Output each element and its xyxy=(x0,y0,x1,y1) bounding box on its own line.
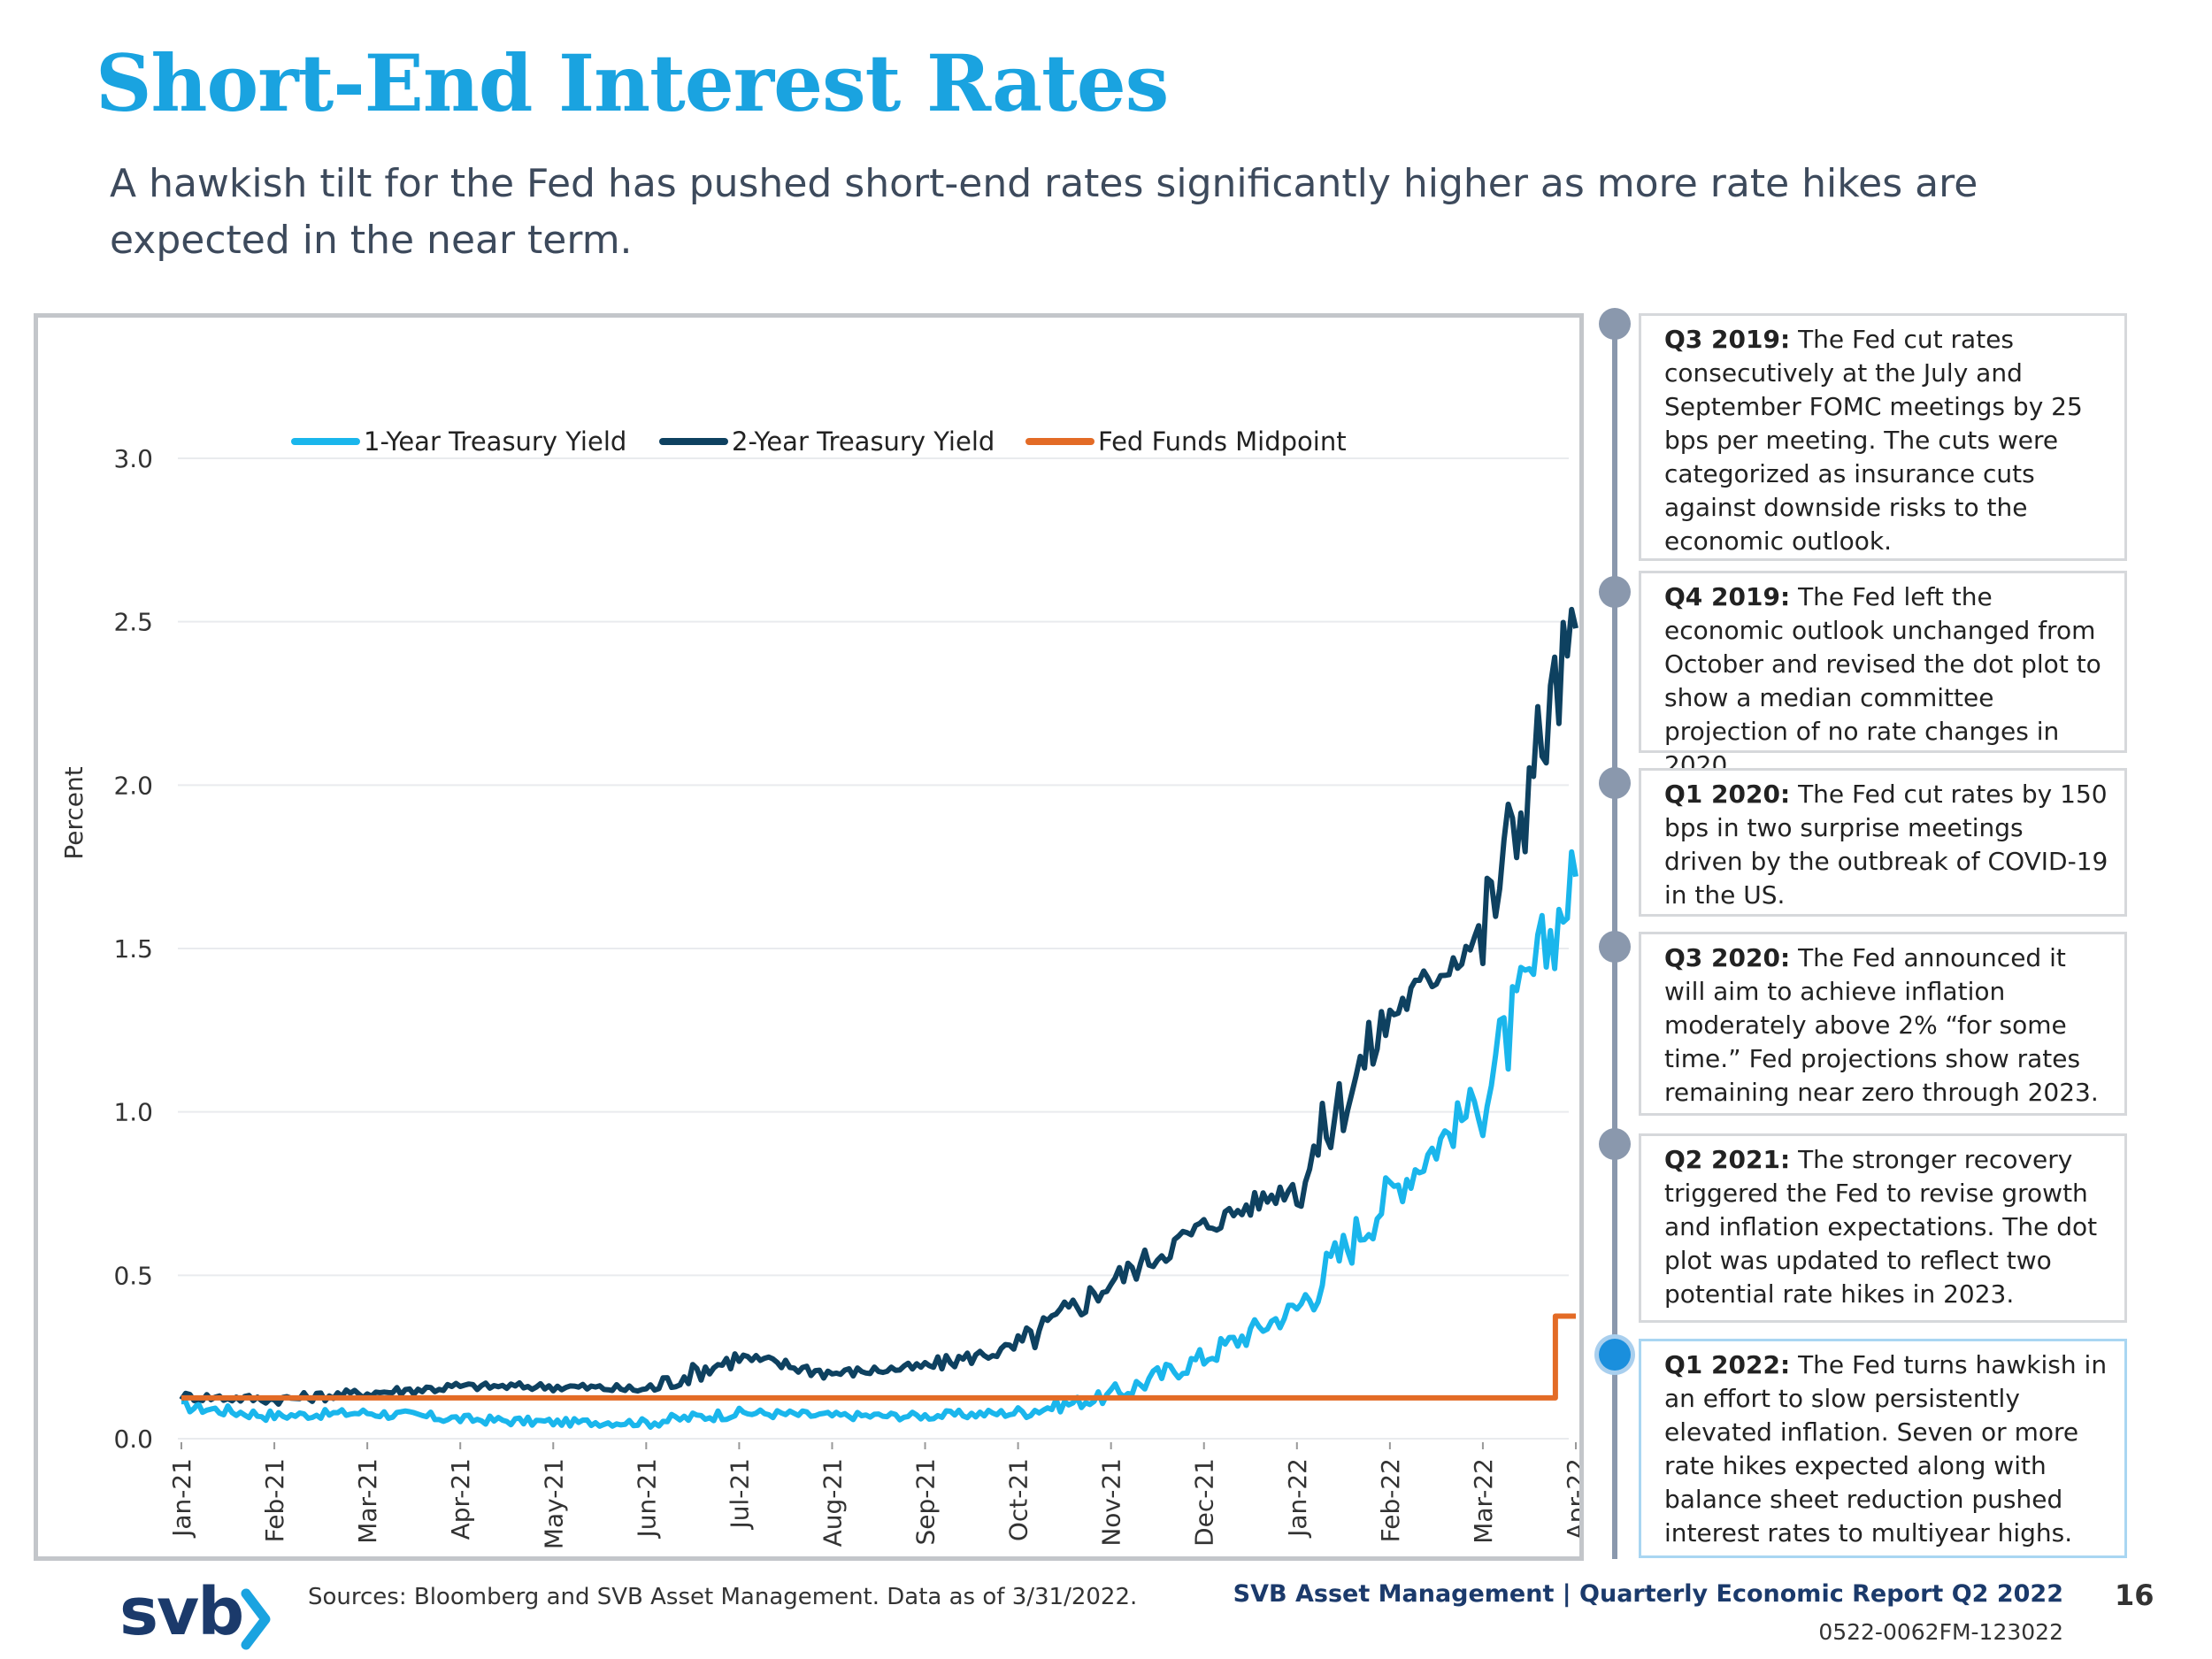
y-tick-label: 2.5 xyxy=(113,608,153,637)
x-tick-label: Nov-21 xyxy=(1097,1458,1126,1547)
x-tick-label: Dec-21 xyxy=(1190,1458,1219,1547)
x-tick-label: Apr-22 xyxy=(1562,1458,1579,1540)
x-tick-label: Jun-21 xyxy=(632,1458,661,1539)
timeline-dot xyxy=(1599,1128,1631,1160)
y-tick-label: 1.0 xyxy=(113,1098,153,1127)
y-tick-label: 0.5 xyxy=(113,1261,153,1290)
timeline-note-period: Q1 2022: xyxy=(1664,1350,1791,1379)
timeline-note-period: Q3 2019: xyxy=(1664,325,1791,354)
page-subtitle: A hawkish tilt for the Fed has pushed sh… xyxy=(110,161,1978,263)
chart-panel: 0.0 0.5 1.0 1.5 2.0 2.5 3.0 Percent Jan-21 Feb-21… xyxy=(34,313,1584,1561)
timeline-note-period: Q4 2019: xyxy=(1664,582,1791,611)
y-axis-label: Percent xyxy=(59,766,88,859)
timeline-dot xyxy=(1599,308,1631,340)
legend-label: Fed Funds Midpoint xyxy=(1098,426,1347,457)
timeline-note-period: Q3 2020: xyxy=(1664,943,1791,972)
page-number: 16 xyxy=(2115,1578,2154,1612)
rates-chart: 0.0 0.5 1.0 1.5 2.0 2.5 3.0 Percent Jan-21 Feb-21… xyxy=(59,426,1579,1549)
x-tick-label: Mar-21 xyxy=(353,1458,382,1544)
timeline-dot xyxy=(1599,576,1631,608)
x-tick-label: Mar-22 xyxy=(1469,1458,1498,1544)
legend-label: 1-Year Treasury Yield xyxy=(364,426,626,457)
series-line-0 xyxy=(180,849,1578,1430)
x-tick-label: Jan-21 xyxy=(167,1458,196,1539)
x-tick-label: Aug-21 xyxy=(818,1458,847,1547)
svb-logo: svb xyxy=(119,1574,244,1650)
timeline-note: Q4 2019: The Fed left the economic outlo… xyxy=(1639,571,2127,780)
timeline-note-period: Q2 2021: xyxy=(1664,1145,1791,1174)
x-tick-label: Oct-21 xyxy=(1004,1458,1033,1541)
timeline-note-period: Q1 2020: xyxy=(1664,780,1791,809)
y-tick-label: 0.0 xyxy=(113,1425,153,1454)
sources-note: Sources: Bloomberg and SVB Asset Managem… xyxy=(308,1584,1138,1610)
timeline-note-text: The Fed left the economic outlook unchan… xyxy=(1664,582,2101,780)
x-tick-label: May-21 xyxy=(539,1458,568,1549)
timeline-dot xyxy=(1599,1339,1631,1371)
logo-chevron-icon xyxy=(241,1588,271,1650)
y-tick-label: 2.0 xyxy=(113,771,153,800)
x-tick-label: Sep-21 xyxy=(911,1458,941,1546)
timeline-note-text: The stronger recovery triggered the Fed … xyxy=(1664,1145,2098,1309)
footer-report-name: SVB Asset Management | Quarterly Economi… xyxy=(1233,1580,2063,1608)
y-tick-label: 1.5 xyxy=(113,934,153,964)
timeline-note-text: The Fed announced it will aim to achieve… xyxy=(1664,943,2099,1107)
timeline-note: Q2 2021: The stronger recovery triggered… xyxy=(1639,1133,2127,1323)
timeline-note: Q3 2020: The Fed announced it will aim t… xyxy=(1639,932,2127,1116)
timeline-note-text: The Fed turns hawkish in an effort to sl… xyxy=(1664,1350,2108,1548)
y-tick-label: 3.0 xyxy=(113,444,153,473)
x-tick-label: Jan-22 xyxy=(1283,1458,1312,1539)
timeline-note-text: The Fed cut rates consecutively at the J… xyxy=(1664,325,2083,556)
series-line-1 xyxy=(179,606,1578,1407)
x-tick-label: Feb-22 xyxy=(1376,1458,1405,1542)
legend-label: 2-Year Treasury Yield xyxy=(732,426,995,457)
timeline-note: Q1 2020: The Fed cut rates by 150 bps in… xyxy=(1639,768,2127,917)
x-tick-label: Jul-21 xyxy=(725,1458,754,1531)
x-tick-label: Feb-21 xyxy=(260,1458,289,1542)
document-code: 0522-0062FM-123022 xyxy=(1818,1619,2063,1645)
x-tick-label: Apr-21 xyxy=(446,1458,475,1540)
series-line-2 xyxy=(181,1313,1576,1401)
timeline-note-text: The Fed cut rates by 150 bps in two surp… xyxy=(1664,780,2108,910)
timeline-dot xyxy=(1599,767,1631,799)
page-title: Short-End Interest Rates xyxy=(96,37,1169,129)
timeline-note: Q3 2019: The Fed cut rates consecutively… xyxy=(1639,313,2127,561)
timeline-note: Q1 2022: The Fed turns hawkish in an eff… xyxy=(1639,1339,2127,1558)
timeline-dot xyxy=(1599,931,1631,963)
